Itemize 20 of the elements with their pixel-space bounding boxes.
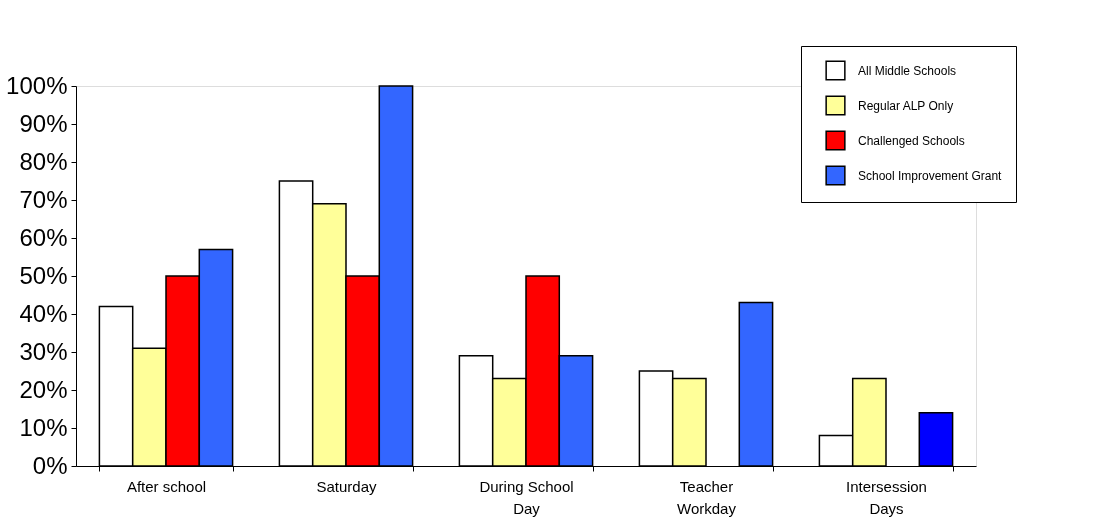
legend-label: School Improvement Grant — [858, 168, 1003, 183]
x-tick-label: Saturday — [316, 477, 378, 495]
legend-label: Challenged Schools — [858, 133, 965, 148]
y-tick-label: 70% — [19, 185, 68, 213]
y-tick-label: 30% — [19, 337, 68, 365]
y-tick-label: 20% — [19, 375, 68, 403]
x-tick-label: During School Day — [479, 477, 574, 517]
y-tick-label: 40% — [19, 299, 68, 327]
y-tick-label: 50% — [19, 261, 68, 289]
y-tick-label: 80% — [19, 147, 68, 175]
legend-label: All Middle Schools — [858, 63, 957, 78]
y-tick-label: 10% — [19, 413, 68, 441]
y-tick-label: 60% — [19, 223, 68, 251]
legend-label: Regular ALP Only — [858, 98, 954, 113]
y-tick-label: 0% — [32, 451, 68, 479]
y-tick-label: 100% — [6, 71, 68, 99]
x-tick-label: Intersession Days — [846, 477, 927, 517]
x-tick-label: Teacher Workday — [677, 477, 737, 517]
y-tick-label: 90% — [19, 109, 68, 137]
x-tick-label: After school — [126, 477, 207, 495]
